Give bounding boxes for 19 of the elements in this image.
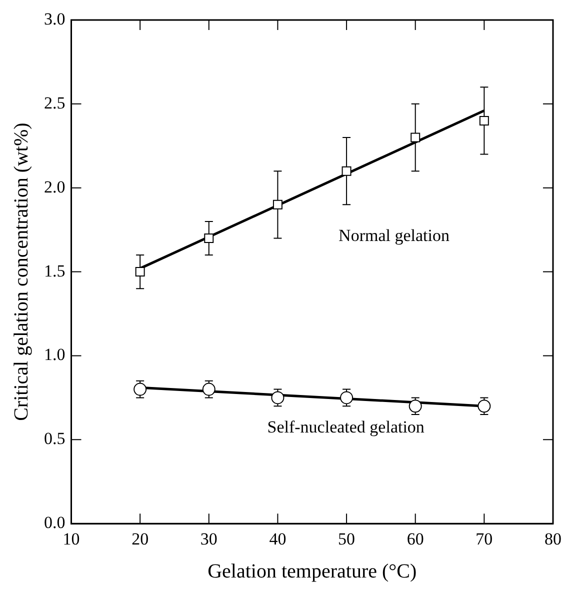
annotation: Normal gelation — [338, 226, 450, 246]
y-tick-label: 1.5 — [44, 261, 66, 280]
y-tick-label: 2.5 — [44, 93, 66, 112]
x-tick-label: 80 — [544, 529, 562, 548]
annotation: Self-nucleated gelation — [267, 417, 425, 436]
x-tick-label: 10 — [62, 529, 80, 548]
x-axis-title: Gelation temperature (°C) — [208, 560, 417, 582]
x-tick-label: 60 — [406, 529, 424, 548]
x-tick-label: 70 — [476, 529, 493, 548]
x-tick-label: 40 — [269, 529, 286, 548]
x-tick-label: 50 — [338, 529, 356, 548]
x-tick-label: 30 — [200, 529, 218, 548]
y-tick-label: 0.0 — [44, 513, 66, 532]
y-tick-label: 0.5 — [44, 429, 66, 448]
y-tick-label: 3.0 — [44, 9, 66, 28]
y-tick-label: 1.0 — [44, 345, 66, 364]
y-tick-label: 2.0 — [44, 177, 66, 196]
x-tick-label: 20 — [132, 529, 149, 548]
y-axis-title: Critical gelation concentration (wt%) — [10, 122, 32, 421]
